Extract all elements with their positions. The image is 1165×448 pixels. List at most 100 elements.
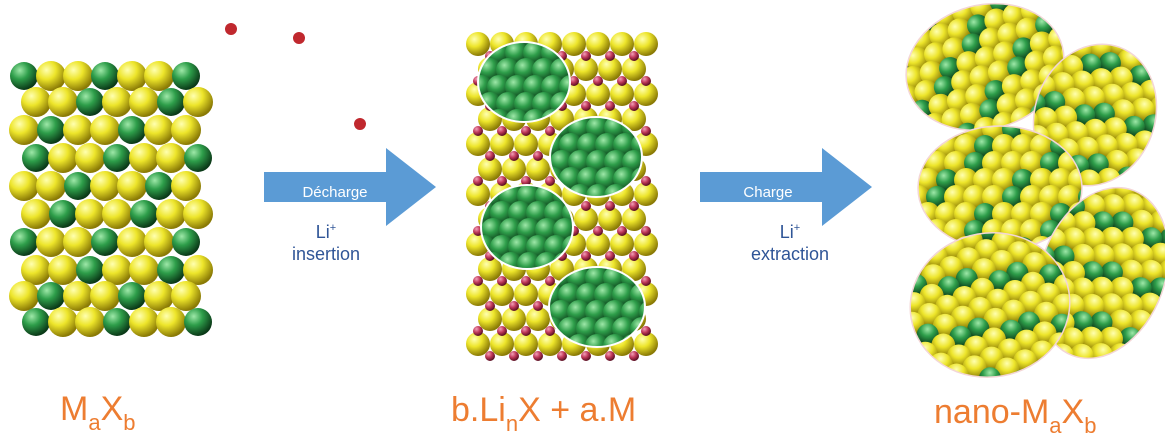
sulfur-atom [924, 42, 949, 67]
sulfur-atom [864, 285, 897, 318]
nano-label: nano-MaXb [934, 395, 1096, 437]
sulfur-atom [1154, 161, 1165, 186]
metal-atom [888, 152, 910, 174]
sulfur-atom [129, 87, 159, 117]
metal-atom [926, 186, 948, 208]
metal-atom [888, 220, 910, 242]
lithium-atom [641, 326, 651, 336]
sulfur-atom [1118, 0, 1151, 27]
metal-atom [974, 203, 996, 225]
lithium-atom [593, 76, 603, 86]
sulfur-atom [849, 0, 878, 18]
metal-atom [850, 276, 881, 307]
sulfur-atom [171, 281, 201, 311]
metal-atom [184, 308, 212, 336]
metal-atom [1154, 26, 1165, 36]
metal-atom [862, 325, 893, 356]
pristine-label: MaXb [60, 392, 136, 434]
sulfur-atom [75, 307, 105, 337]
nano-label-pre: nano-M [934, 393, 1050, 431]
sulfur-atom [878, 202, 902, 226]
metal-atom [103, 308, 131, 336]
sulfur-atom [898, 339, 905, 364]
metal-atom [499, 252, 523, 269]
sulfur-atom [117, 171, 147, 201]
sulfur-atom [1040, 360, 1065, 377]
metal-atom [891, 142, 906, 148]
metal-atom [157, 88, 185, 116]
lithium-atom [545, 326, 555, 336]
lithium-atom [629, 251, 639, 261]
sulfur-atom [846, 293, 879, 326]
discharged-label-post: X + a.M [518, 391, 637, 429]
sulfur-atom [898, 319, 907, 344]
sulfur-atom [900, 136, 925, 148]
sulfur-atom [144, 281, 174, 311]
sulfur-atom [610, 82, 634, 106]
sulfur-atom [490, 282, 514, 306]
metal-atom [91, 228, 119, 256]
sulfur-atom [574, 57, 598, 81]
sulfur-atom [1138, 259, 1163, 284]
metal-atom [1134, 26, 1157, 37]
lithium-atom [509, 151, 519, 161]
lithium-atom [641, 276, 651, 286]
charge-caption: Li+ extraction [730, 222, 850, 265]
metal-atom [10, 228, 38, 256]
sulfur-atom [918, 219, 930, 243]
lithium-atom [581, 101, 591, 111]
sulfur-atom [898, 242, 915, 267]
sulfur-atom [144, 227, 174, 257]
sulfur-atom [1158, 259, 1165, 284]
sulfur-atom [891, 0, 913, 6]
metal-atom [118, 116, 146, 144]
sulfur-atom [868, 246, 901, 279]
metal-atom [1136, 164, 1159, 187]
metal-atom [1080, 361, 1103, 377]
lithium-atom [605, 251, 615, 261]
sulfur-atom [857, 21, 886, 50]
sulfur-atom [887, 253, 911, 277]
sulfur-atom [891, 103, 916, 128]
charge-arrow-label: Charge [743, 184, 793, 201]
sulfur-atom [526, 157, 550, 181]
metal-atom [918, 135, 920, 157]
lithium-atom [533, 151, 543, 161]
lithium-atom [641, 126, 651, 136]
lithium-atom [545, 176, 555, 186]
metal-atom [157, 256, 185, 284]
sulfur-atom [634, 332, 658, 356]
lithium-atom [473, 176, 483, 186]
lithium-atom [485, 351, 495, 361]
sulfur-atom [9, 171, 39, 201]
sulfur-atom [156, 199, 186, 229]
sulfur-atom [891, 37, 899, 62]
lithium-atom [641, 176, 651, 186]
sulfur-atom [1065, 26, 1090, 29]
sulfur-atom [514, 132, 538, 156]
lithium-atom [521, 176, 531, 186]
discharge-ion: Li [315, 222, 330, 242]
sulfur-atom [36, 227, 66, 257]
metal-atom [37, 282, 65, 310]
sulfur-atom [973, 0, 1002, 2]
metal-atom [184, 144, 212, 172]
lithium-atom [593, 226, 603, 236]
sulfur-atom [969, 65, 994, 90]
sulfur-atom [183, 199, 213, 229]
nanostructured-crystal-structure [846, 0, 1165, 390]
metal-atom [1101, 0, 1132, 28]
sulfur-atom [466, 182, 490, 206]
sulfur-atom [75, 199, 105, 229]
metal-atom [10, 62, 38, 90]
sulfur-atom [586, 82, 610, 106]
sulfur-atom [891, 108, 898, 133]
sulfur-atom [1066, 21, 1079, 46]
lithium-atom [497, 326, 507, 336]
metal-atom [1060, 361, 1083, 377]
sulfur-atom [634, 232, 658, 256]
lithium-atom [533, 351, 543, 361]
sulfur-atom [9, 281, 39, 311]
metal-atom [964, 152, 986, 174]
metal-atom [1012, 169, 1034, 191]
